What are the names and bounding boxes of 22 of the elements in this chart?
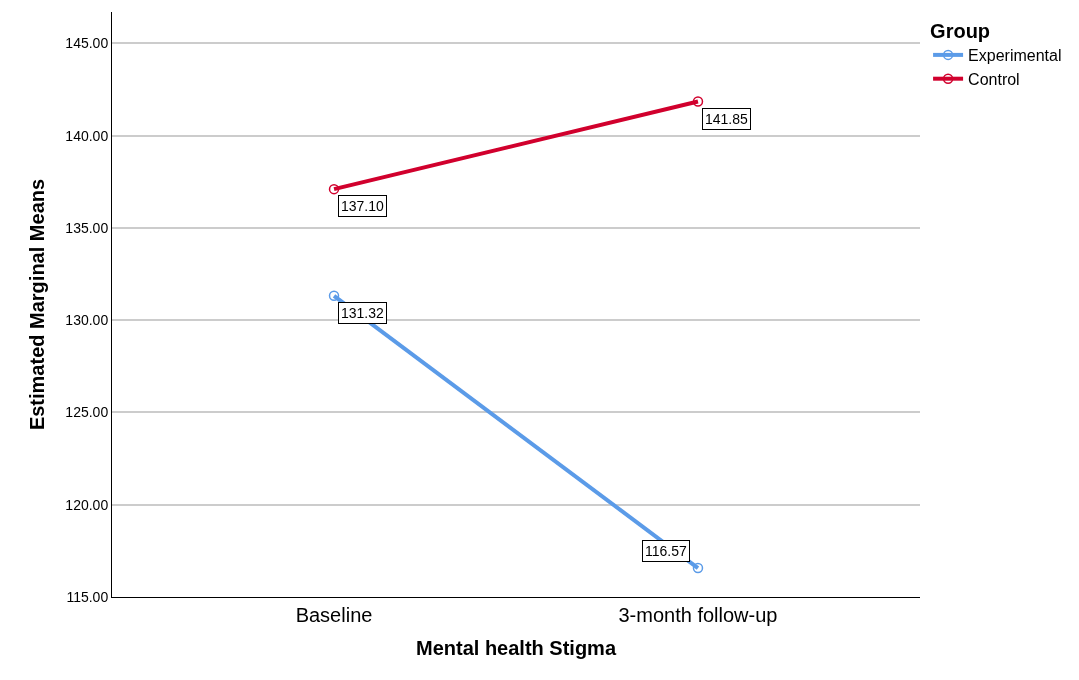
point — [328, 290, 340, 302]
data-label: 131.32 — [341, 305, 385, 321]
data-label: 137.10 — [341, 198, 385, 214]
x-tick-label: Baseline — [295, 604, 373, 626]
legend-label: Experimental — [968, 47, 1062, 65]
y-axis-title: Estimated Marginal Means — [25, 178, 48, 431]
y-tick-label: 120.00 — [65, 496, 109, 513]
y-tick-label: 140.00 — [65, 127, 109, 144]
point — [328, 183, 340, 195]
legend-title: Group — [930, 20, 991, 42]
y-tick-label: 145.00 — [65, 35, 109, 52]
y-tick-label: 135.00 — [65, 219, 109, 236]
y-tick-label: 130.00 — [65, 312, 109, 329]
point — [692, 96, 704, 107]
point — [692, 562, 704, 574]
x-tick-label: 3-month follow-up — [618, 604, 778, 626]
data-label: 141.85 — [705, 111, 749, 127]
data-label: 116.57 — [645, 543, 687, 559]
legend-label: Control — [968, 70, 1020, 88]
x-axis-title: Mental health Stigma — [415, 636, 617, 659]
y-tick-label: 125.00 — [65, 404, 109, 421]
y-tick-label: 115.00 — [66, 588, 109, 605]
